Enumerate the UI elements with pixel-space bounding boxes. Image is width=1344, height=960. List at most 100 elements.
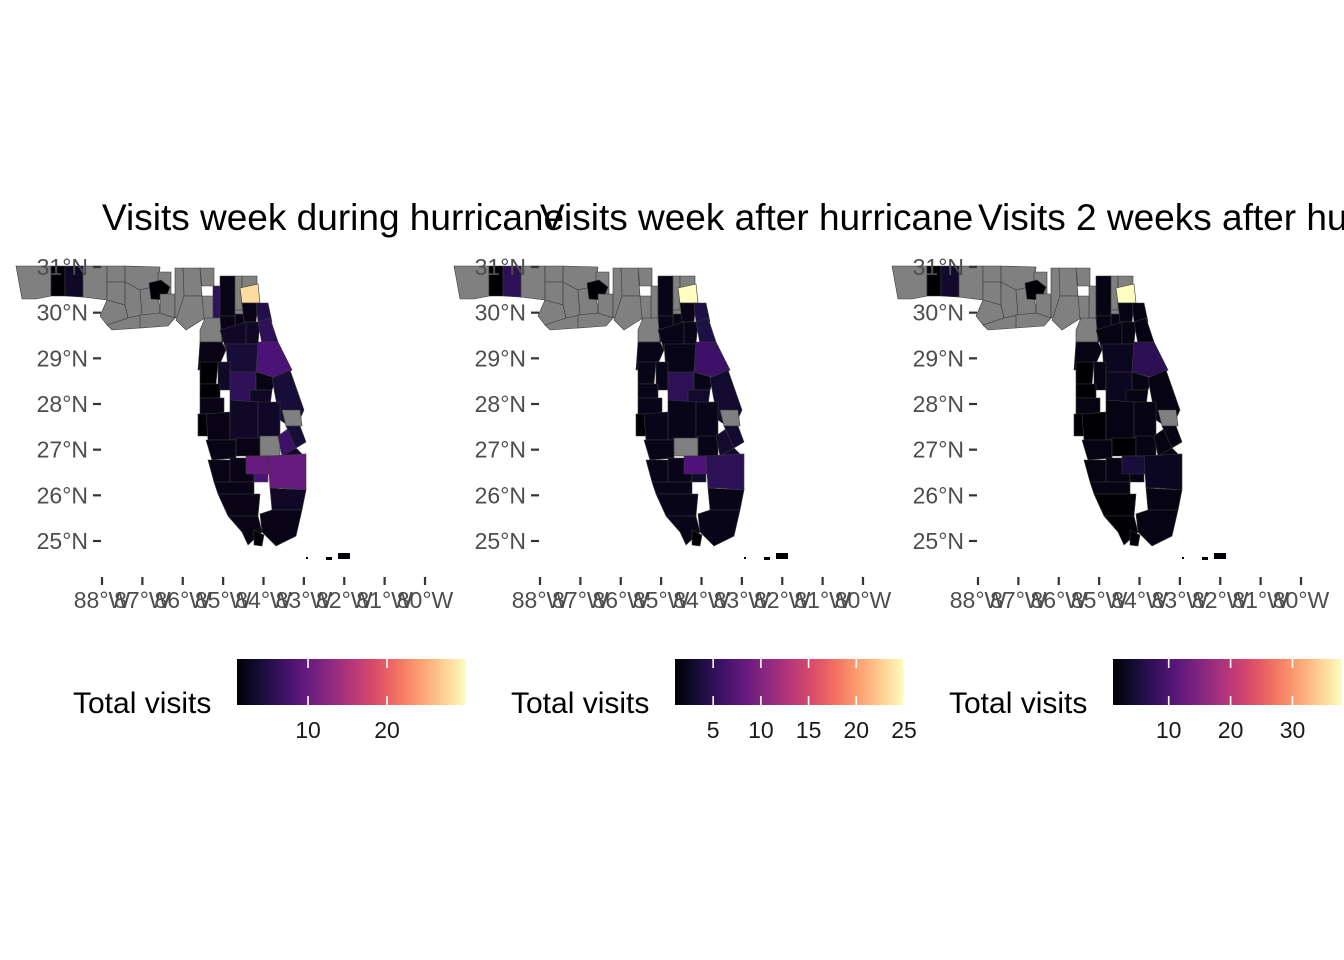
county-taylor [175, 295, 206, 331]
x-tick-label: 83°W [276, 587, 333, 613]
county-citrus [637, 361, 657, 385]
y-tick-label: 25°N [37, 528, 88, 554]
county-columbia [1095, 275, 1112, 317]
county-holmes [106, 265, 126, 283]
x-tick-label: 81°W [1232, 587, 1289, 613]
county-madison [1058, 267, 1079, 297]
county-pasco [1075, 397, 1101, 415]
x-tick-label: 83°W [714, 587, 771, 613]
county-columbia [219, 275, 236, 317]
y-tick-label: 30°N [913, 300, 964, 326]
county-pasco [637, 397, 663, 415]
y-tick-label: 28°N [37, 391, 88, 417]
county-osceola [695, 401, 719, 439]
county-sarasota [645, 459, 669, 483]
key-islet [776, 553, 788, 559]
county-escambia [15, 265, 52, 300]
county-palm-beach [1143, 453, 1183, 491]
legend: Total visits 10 20 30 [949, 659, 1342, 743]
county-indian-river [1157, 409, 1179, 427]
y-tick-label: 29°N [475, 345, 526, 371]
county-highlands [1135, 435, 1157, 457]
y-tick-label: 30°N [37, 300, 88, 326]
county-madison [620, 267, 641, 297]
county-polk [667, 399, 697, 441]
y-tick-label: 29°N [37, 345, 88, 371]
x-tick-label: 88°W [512, 587, 569, 613]
x-tick-label: 80°W [397, 587, 454, 613]
county-miami-dade [697, 509, 741, 547]
county-charlotte [213, 481, 255, 495]
county-hillsborough [205, 411, 231, 441]
county-columbia [657, 275, 674, 317]
county-monroe [1129, 529, 1141, 547]
x-tick-label: 82°W [316, 587, 373, 613]
county-manatee [643, 439, 675, 461]
x-tick-label: 85°W [633, 587, 690, 613]
x-tick-label: 87°W [552, 587, 609, 613]
x-tick-label: 84°W [235, 587, 292, 613]
map-panel-1: Visits week during hurricane 31°N 30°N 29°N… [15, 197, 564, 743]
county-indian-river [719, 409, 741, 427]
key-islet [764, 557, 770, 560]
county-citrus [1075, 361, 1095, 385]
county-st-lucie [723, 425, 745, 449]
map-panel-2: Visits week after hurricane 31°N 30°N 29°N 2… [453, 197, 973, 743]
x-tick-label: 86°W [593, 587, 650, 613]
key-islet [338, 553, 350, 559]
legend-title: Total visits [511, 687, 649, 720]
county-putnam [243, 321, 261, 345]
county-hernando [199, 383, 221, 399]
county-hillsborough [1081, 411, 1107, 441]
x-tick-label: 82°W [754, 587, 811, 613]
county-monroe [253, 529, 265, 547]
legend-title: Total visits [73, 687, 211, 720]
county-putnam [1119, 321, 1137, 345]
county-suwannee [650, 285, 659, 319]
county-holmes [544, 265, 564, 283]
county-layer [891, 265, 1226, 560]
county-dixie [637, 317, 661, 343]
key-islet [1182, 557, 1184, 559]
county-hardee [673, 437, 699, 457]
y-tick-label: 30°N [475, 300, 526, 326]
county-flagler [1133, 317, 1155, 345]
key-islet [1214, 553, 1226, 559]
county-st-lucie [285, 425, 307, 449]
county-madison [182, 267, 203, 297]
legend-break-label: 25 [891, 717, 917, 743]
county-charlotte [651, 481, 693, 495]
county-franklin [139, 312, 176, 329]
county-marion [663, 343, 697, 376]
legend: Total visits 10 20 [73, 659, 466, 743]
county-sarasota [207, 459, 231, 483]
county-broward [269, 487, 307, 511]
panel-title: Visits week during hurricane [102, 197, 564, 238]
county-taylor [1051, 295, 1082, 331]
county-st-johns [1131, 302, 1149, 323]
county-lee [1093, 493, 1137, 517]
county-layer [15, 265, 350, 560]
county-flagler [695, 317, 717, 345]
x-tick-label: 86°W [1031, 587, 1088, 613]
county-layer [453, 265, 788, 560]
y-tick-label: 25°N [475, 528, 526, 554]
x-tick-label: 84°W [1111, 587, 1168, 613]
county-miami-dade [259, 509, 303, 547]
county-indian-river [281, 409, 303, 427]
legend-colorbar [675, 659, 904, 705]
county-polk [229, 399, 259, 441]
map-panel-3: Visits 2 weeks after hurricane 31°N 30°N 29… [891, 197, 1344, 743]
x-tick-label: 82°W [1192, 587, 1249, 613]
county-manatee [1081, 439, 1113, 461]
county-polk [1105, 399, 1135, 441]
y-tick-label: 27°N [913, 437, 964, 463]
legend-break-label: 10 [295, 717, 321, 743]
legend-break-label: 10 [1156, 717, 1182, 743]
county-st-johns [693, 302, 711, 323]
y-tick-label: 28°N [913, 391, 964, 417]
county-monroe [691, 529, 703, 547]
county-lee [655, 493, 699, 517]
county-taylor [613, 295, 644, 331]
y-tick-label: 29°N [913, 345, 964, 371]
